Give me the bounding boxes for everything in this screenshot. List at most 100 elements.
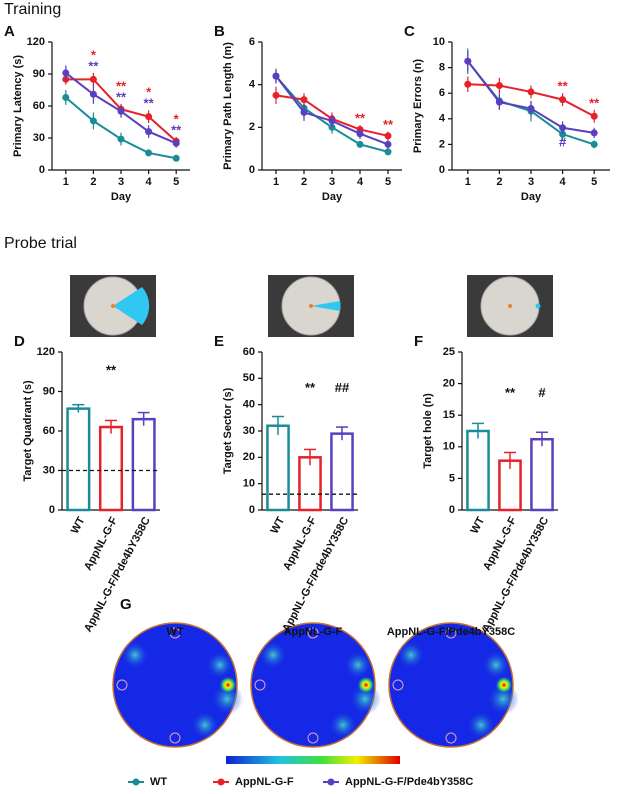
bar [266, 424, 290, 512]
panel-label: E [214, 333, 224, 350]
y-tick-label: 40 [243, 399, 255, 411]
y-tick-label: 50 [243, 372, 255, 384]
heatmap-title: WT [166, 626, 183, 638]
x-tick-label: 5 [591, 176, 597, 188]
series-line [275, 75, 389, 146]
y-tick-label: 25 [443, 346, 455, 358]
y-tick-label: 30 [43, 464, 55, 476]
x-tick-label: 1 [465, 176, 471, 188]
heatmap-title: AppNL-G-F/Pde4bY358C [387, 626, 515, 638]
legend-marker [327, 778, 335, 786]
x-tick-label: 2 [90, 176, 96, 188]
data-point [559, 124, 567, 132]
data-point [356, 140, 364, 148]
bar [131, 417, 156, 512]
panel-label: F [414, 333, 423, 350]
annotation: ** [171, 122, 182, 137]
legend-marker [217, 778, 225, 786]
legend-marker [132, 778, 140, 786]
x-tick-label: WT [69, 515, 88, 536]
annotation: ** [305, 380, 316, 395]
data-point [590, 140, 598, 148]
data-point [62, 93, 70, 101]
heatmap-title: AppNL-G-F [284, 626, 343, 638]
x-tick-label: 4 [357, 176, 364, 188]
section-title: Probe trial [4, 235, 77, 252]
y-tick-label: 4 [249, 79, 256, 91]
y-tick-label: 60 [43, 425, 55, 437]
annotation: * [146, 85, 152, 100]
maze-image [267, 274, 355, 338]
x-tick-label: 3 [329, 176, 335, 188]
heatmap [112, 622, 244, 748]
data-point [272, 72, 280, 80]
y-tick-label: 10 [433, 36, 445, 48]
maze-image [466, 274, 554, 338]
data-point [145, 128, 153, 136]
data-point [590, 112, 598, 120]
x-axis-label: Day [322, 191, 343, 203]
y-tick-label: 10 [443, 441, 455, 453]
x-tick-label: 2 [301, 176, 307, 188]
y-tick-label: 2 [439, 138, 445, 150]
x-tick-label: AppNL-G-F [82, 515, 120, 573]
y-tick-label: 0 [249, 504, 255, 516]
bar [330, 432, 354, 512]
data-point [495, 98, 503, 106]
y-axis-label: Target hole (n) [422, 393, 434, 469]
y-tick-label: 90 [33, 68, 45, 80]
x-tick-label: AppNL-G-F/Pde4bY358C [280, 515, 351, 634]
y-tick-label: 0 [249, 164, 255, 176]
panel-label: A [4, 23, 15, 40]
annotation: ** [106, 363, 117, 378]
data-point [117, 107, 125, 115]
data-point [527, 105, 535, 113]
y-axis-label: Primary Path Length (m) [222, 42, 234, 170]
panel-label: B [214, 23, 225, 40]
bar [98, 425, 124, 512]
bar [466, 429, 490, 512]
y-tick-label: 5 [449, 472, 455, 484]
annotation: ## [335, 380, 350, 395]
y-tick-label: 60 [243, 346, 255, 358]
annotation: ** [116, 78, 127, 93]
y-tick-label: 0 [449, 504, 455, 516]
data-point [495, 82, 503, 90]
annotation: * [174, 111, 180, 126]
heatmap [388, 622, 520, 748]
data-point [145, 113, 153, 121]
x-tick-label: AppNL-G-F/Pde4bY358C [82, 515, 153, 634]
y-tick-label: 0 [439, 164, 445, 176]
data-point [300, 108, 308, 116]
data-point [89, 117, 97, 125]
y-axis-label: Primary Errors (n) [412, 59, 424, 153]
legend-label: AppNL-G-F/Pde4bY358C [345, 776, 473, 788]
section-title: Training [4, 1, 61, 18]
data-point [527, 88, 535, 96]
x-tick-label: 3 [528, 176, 534, 188]
y-tick-label: 30 [33, 132, 45, 144]
annotation: # [538, 385, 546, 400]
annotation: ** [88, 58, 99, 73]
data-point [464, 80, 472, 88]
annotation: # [559, 135, 567, 150]
x-axis-label: Day [111, 191, 132, 203]
annotation: ** [558, 79, 569, 94]
annotation: ** [116, 89, 127, 104]
annotation: * [91, 47, 97, 62]
y-axis-label: Target Sector (s) [222, 387, 234, 474]
annotation: ** [355, 111, 366, 126]
data-point [89, 75, 97, 83]
legend-label: WT [150, 776, 167, 788]
y-axis-label: Target Quadrant (s) [22, 380, 34, 482]
data-point [328, 123, 336, 131]
x-tick-label: 5 [385, 176, 391, 188]
y-tick-label: 60 [33, 100, 45, 112]
x-axis-label: Day [521, 191, 542, 203]
data-point [384, 140, 392, 148]
panel-label: D [14, 333, 25, 350]
data-point [328, 117, 336, 125]
bar [530, 437, 554, 512]
y-tick-label: 120 [37, 346, 55, 358]
